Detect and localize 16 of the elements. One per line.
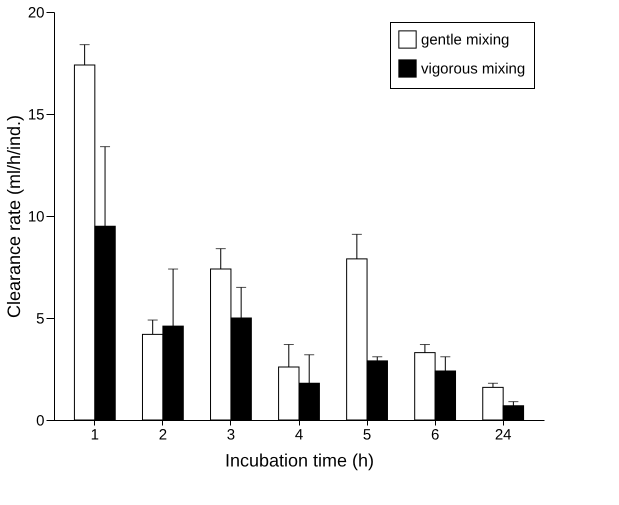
x-tick-label: 1 bbox=[90, 426, 100, 444]
x-tick-label: 2 bbox=[158, 426, 168, 444]
legend-label: vigorous mixing bbox=[421, 60, 526, 78]
y-tick-label: 0 bbox=[36, 412, 44, 430]
y-tick-label: 10 bbox=[28, 208, 44, 226]
x-tick-label: 6 bbox=[430, 426, 440, 444]
y-tick-label: 5 bbox=[36, 310, 44, 328]
x-tick-label: 4 bbox=[294, 426, 304, 444]
y-axis-title: Clearance rate (ml/h/ind.) bbox=[4, 114, 24, 318]
x-axis-title: Incubation time (h) bbox=[224, 450, 374, 470]
x-tick-label: 5 bbox=[362, 426, 372, 444]
y-tick-label: 20 bbox=[28, 4, 44, 22]
legend-label: gentle mixing bbox=[421, 32, 510, 48]
x-tick-label: 3 bbox=[226, 426, 236, 444]
x-tick-label: 24 bbox=[494, 426, 512, 444]
y-tick-label: 15 bbox=[28, 106, 44, 124]
